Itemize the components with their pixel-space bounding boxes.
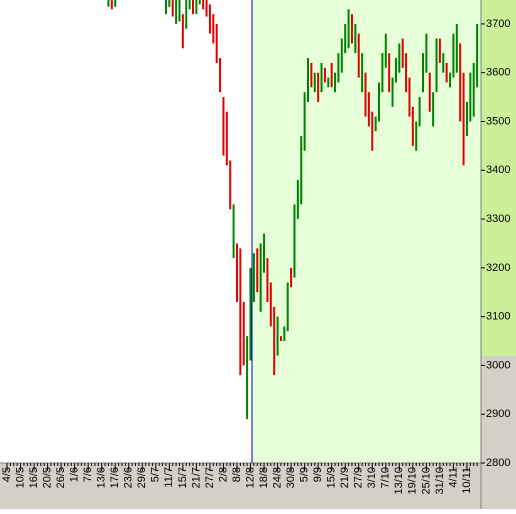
x-tick-label: 15/9 xyxy=(326,467,338,488)
x-tick-label: 12/8 xyxy=(244,467,256,488)
x-axis-panel xyxy=(0,463,481,509)
x-tick-label: 30/8 xyxy=(285,467,297,488)
x-tick-label: 26/5 xyxy=(55,467,67,488)
x-tick-label: 4/5 xyxy=(1,467,13,482)
x-tick-label: 17/6 xyxy=(109,467,121,488)
x-tick-label: 16/5 xyxy=(28,467,40,488)
x-tick-label: 31/10 xyxy=(434,467,446,495)
y-tick-label: 3100 xyxy=(486,311,510,323)
x-tick-label: 25/10 xyxy=(420,467,432,495)
bars xyxy=(107,0,479,420)
y-tick-label: 3600 xyxy=(486,67,510,79)
x-tick-label: 13/6 xyxy=(96,467,108,488)
x-tick-label: 19/10 xyxy=(407,467,419,495)
y-tick-label: 2800 xyxy=(486,457,510,469)
x-tick-label: 10/11 xyxy=(461,467,473,494)
x-tick-label: 20/5 xyxy=(41,467,53,488)
x-tick-label: 9/9 xyxy=(312,467,324,482)
x-tick-label: 8/8 xyxy=(231,467,243,482)
x-tick-label: 2/8 xyxy=(217,467,229,482)
x-tick-label: 27/7 xyxy=(204,467,216,488)
x-tick-label: 4/11 xyxy=(447,467,459,488)
axis-highlight xyxy=(481,0,516,356)
y-tick-label: 3700 xyxy=(486,18,510,30)
x-tick-label: 29/6 xyxy=(136,467,148,488)
x-tick-label: 10/5 xyxy=(14,467,26,488)
x-tick-label: 24/8 xyxy=(271,467,283,488)
y-tick-label: 3300 xyxy=(486,213,510,225)
highlight-region xyxy=(252,0,481,463)
x-tick-label: 1/6 xyxy=(69,467,81,482)
x-tick-label: 11/7 xyxy=(163,467,175,488)
x-tick-label: 15/7 xyxy=(177,467,189,488)
x-tick-label: 5/9 xyxy=(299,467,311,482)
x-tick-label: 27/9 xyxy=(353,467,365,488)
axis-panel xyxy=(481,356,516,509)
x-tick-label: 5/7 xyxy=(150,467,162,482)
x-tick-label: 23/6 xyxy=(123,467,135,488)
x-tick-label: 7/10 xyxy=(380,467,392,488)
x-tick-label: 21/7 xyxy=(190,467,202,488)
y-tick-label: 3500 xyxy=(486,115,510,127)
y-tick-label: 2900 xyxy=(486,408,510,420)
y-tick-label: 3200 xyxy=(486,262,510,274)
x-tick-label: 18/8 xyxy=(258,467,270,488)
x-tick-label: 13/10 xyxy=(393,467,405,495)
y-tick-label: 3400 xyxy=(486,164,510,176)
x-tick-label: 21/9 xyxy=(339,467,351,488)
x-tick-label: 7/6 xyxy=(82,467,94,482)
y-tick-label: 3000 xyxy=(486,359,510,371)
x-tick-label: 3/10 xyxy=(366,467,378,488)
